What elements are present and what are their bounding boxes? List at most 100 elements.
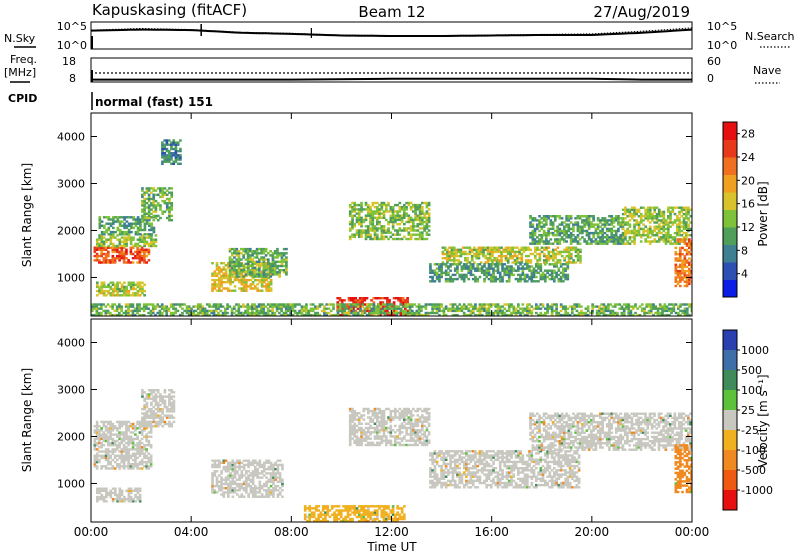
freq-label-1: Freq.	[10, 53, 37, 66]
power-cell	[564, 309, 567, 313]
power-cell	[123, 224, 126, 228]
power-cell	[138, 240, 142, 244]
power-cell	[577, 305, 581, 308]
power-cell	[271, 256, 275, 259]
power-cell	[575, 305, 579, 308]
power-cell	[147, 259, 151, 262]
velocity-cell	[136, 420, 139, 424]
power-cell	[273, 262, 277, 266]
power-cell	[523, 313, 527, 316]
power-cell	[401, 303, 405, 306]
power-cell	[179, 139, 182, 142]
power-cell	[159, 187, 162, 190]
velocity-cell	[122, 433, 126, 436]
power-cell	[369, 220, 372, 224]
power-cell	[116, 226, 120, 230]
power-cell	[134, 222, 138, 225]
power-cell	[95, 254, 99, 258]
power-cell	[220, 276, 223, 280]
power-cell	[385, 229, 388, 232]
power-cell	[141, 234, 144, 237]
power-cell	[134, 257, 137, 260]
power-cell	[563, 227, 566, 231]
power-cell	[568, 313, 572, 316]
velocity-cell	[136, 495, 140, 499]
velocity-cell	[102, 465, 106, 468]
power-cell	[399, 307, 403, 310]
power-cell	[466, 252, 470, 256]
power-cell	[276, 250, 279, 253]
velocity-cell	[127, 454, 130, 458]
power-cell	[585, 215, 589, 218]
power-cell	[213, 287, 217, 290]
power-cell	[647, 309, 651, 313]
power-cell	[176, 303, 180, 306]
power-cell	[458, 273, 462, 277]
power-cell	[639, 217, 643, 220]
velocity-cell	[149, 456, 153, 460]
power-cell	[649, 303, 653, 306]
power-cell	[529, 225, 532, 228]
power-cell	[651, 217, 654, 220]
power-cell	[152, 204, 156, 207]
power-cell	[648, 225, 652, 228]
power-cell	[549, 257, 553, 260]
power-cell	[382, 229, 386, 232]
velocity-cell	[118, 435, 121, 438]
power-cell	[213, 283, 217, 286]
velocity-cell	[129, 495, 133, 499]
power-cell	[373, 210, 377, 213]
power-cell	[233, 250, 236, 253]
power-cell	[429, 271, 432, 275]
power-cell	[178, 305, 182, 308]
power-cell	[425, 201, 429, 205]
power-cell	[583, 219, 586, 222]
velocity-cell	[143, 427, 146, 430]
power-cell	[612, 221, 616, 224]
power-cell	[130, 224, 133, 228]
power-cell	[233, 307, 236, 310]
power-cell	[644, 238, 648, 241]
power-cell	[558, 215, 562, 218]
power-ytick-label: 3000	[57, 177, 85, 190]
power-cell	[398, 229, 402, 232]
power-cell	[679, 274, 682, 277]
power-cell	[327, 303, 331, 306]
power-cell	[500, 254, 503, 258]
power-cell	[269, 278, 273, 282]
power-cell	[635, 231, 639, 235]
power-cell	[361, 301, 364, 304]
power-cell	[598, 305, 601, 308]
power-cell	[518, 250, 521, 254]
power-cell	[264, 250, 268, 253]
power-cell	[556, 250, 560, 254]
power-cell	[590, 240, 593, 243]
power-cell	[129, 294, 133, 297]
power-cell	[683, 248, 687, 252]
power-cell	[380, 212, 384, 215]
power-cell	[435, 277, 439, 281]
power-cell	[325, 307, 329, 310]
power-cell	[416, 233, 420, 236]
power-cell	[273, 273, 277, 276]
power-cell	[418, 214, 422, 217]
power-cell	[608, 219, 611, 222]
power-cell	[260, 283, 264, 286]
power-cell	[539, 273, 543, 277]
power-cell	[230, 307, 234, 310]
power-cell	[353, 210, 357, 213]
power-cell	[107, 252, 110, 256]
power-cell	[138, 303, 141, 306]
power-cell	[576, 215, 580, 218]
power-cell	[220, 270, 223, 273]
power-cell	[293, 309, 297, 313]
power-cell	[400, 216, 404, 220]
power-cell	[120, 285, 124, 289]
power-cell	[651, 229, 654, 233]
power-cell	[539, 313, 543, 316]
power-cell	[683, 307, 687, 310]
velocity-cell	[120, 441, 124, 445]
power-cell	[460, 309, 464, 313]
power-cell	[408, 305, 412, 308]
power-cell	[145, 189, 149, 192]
